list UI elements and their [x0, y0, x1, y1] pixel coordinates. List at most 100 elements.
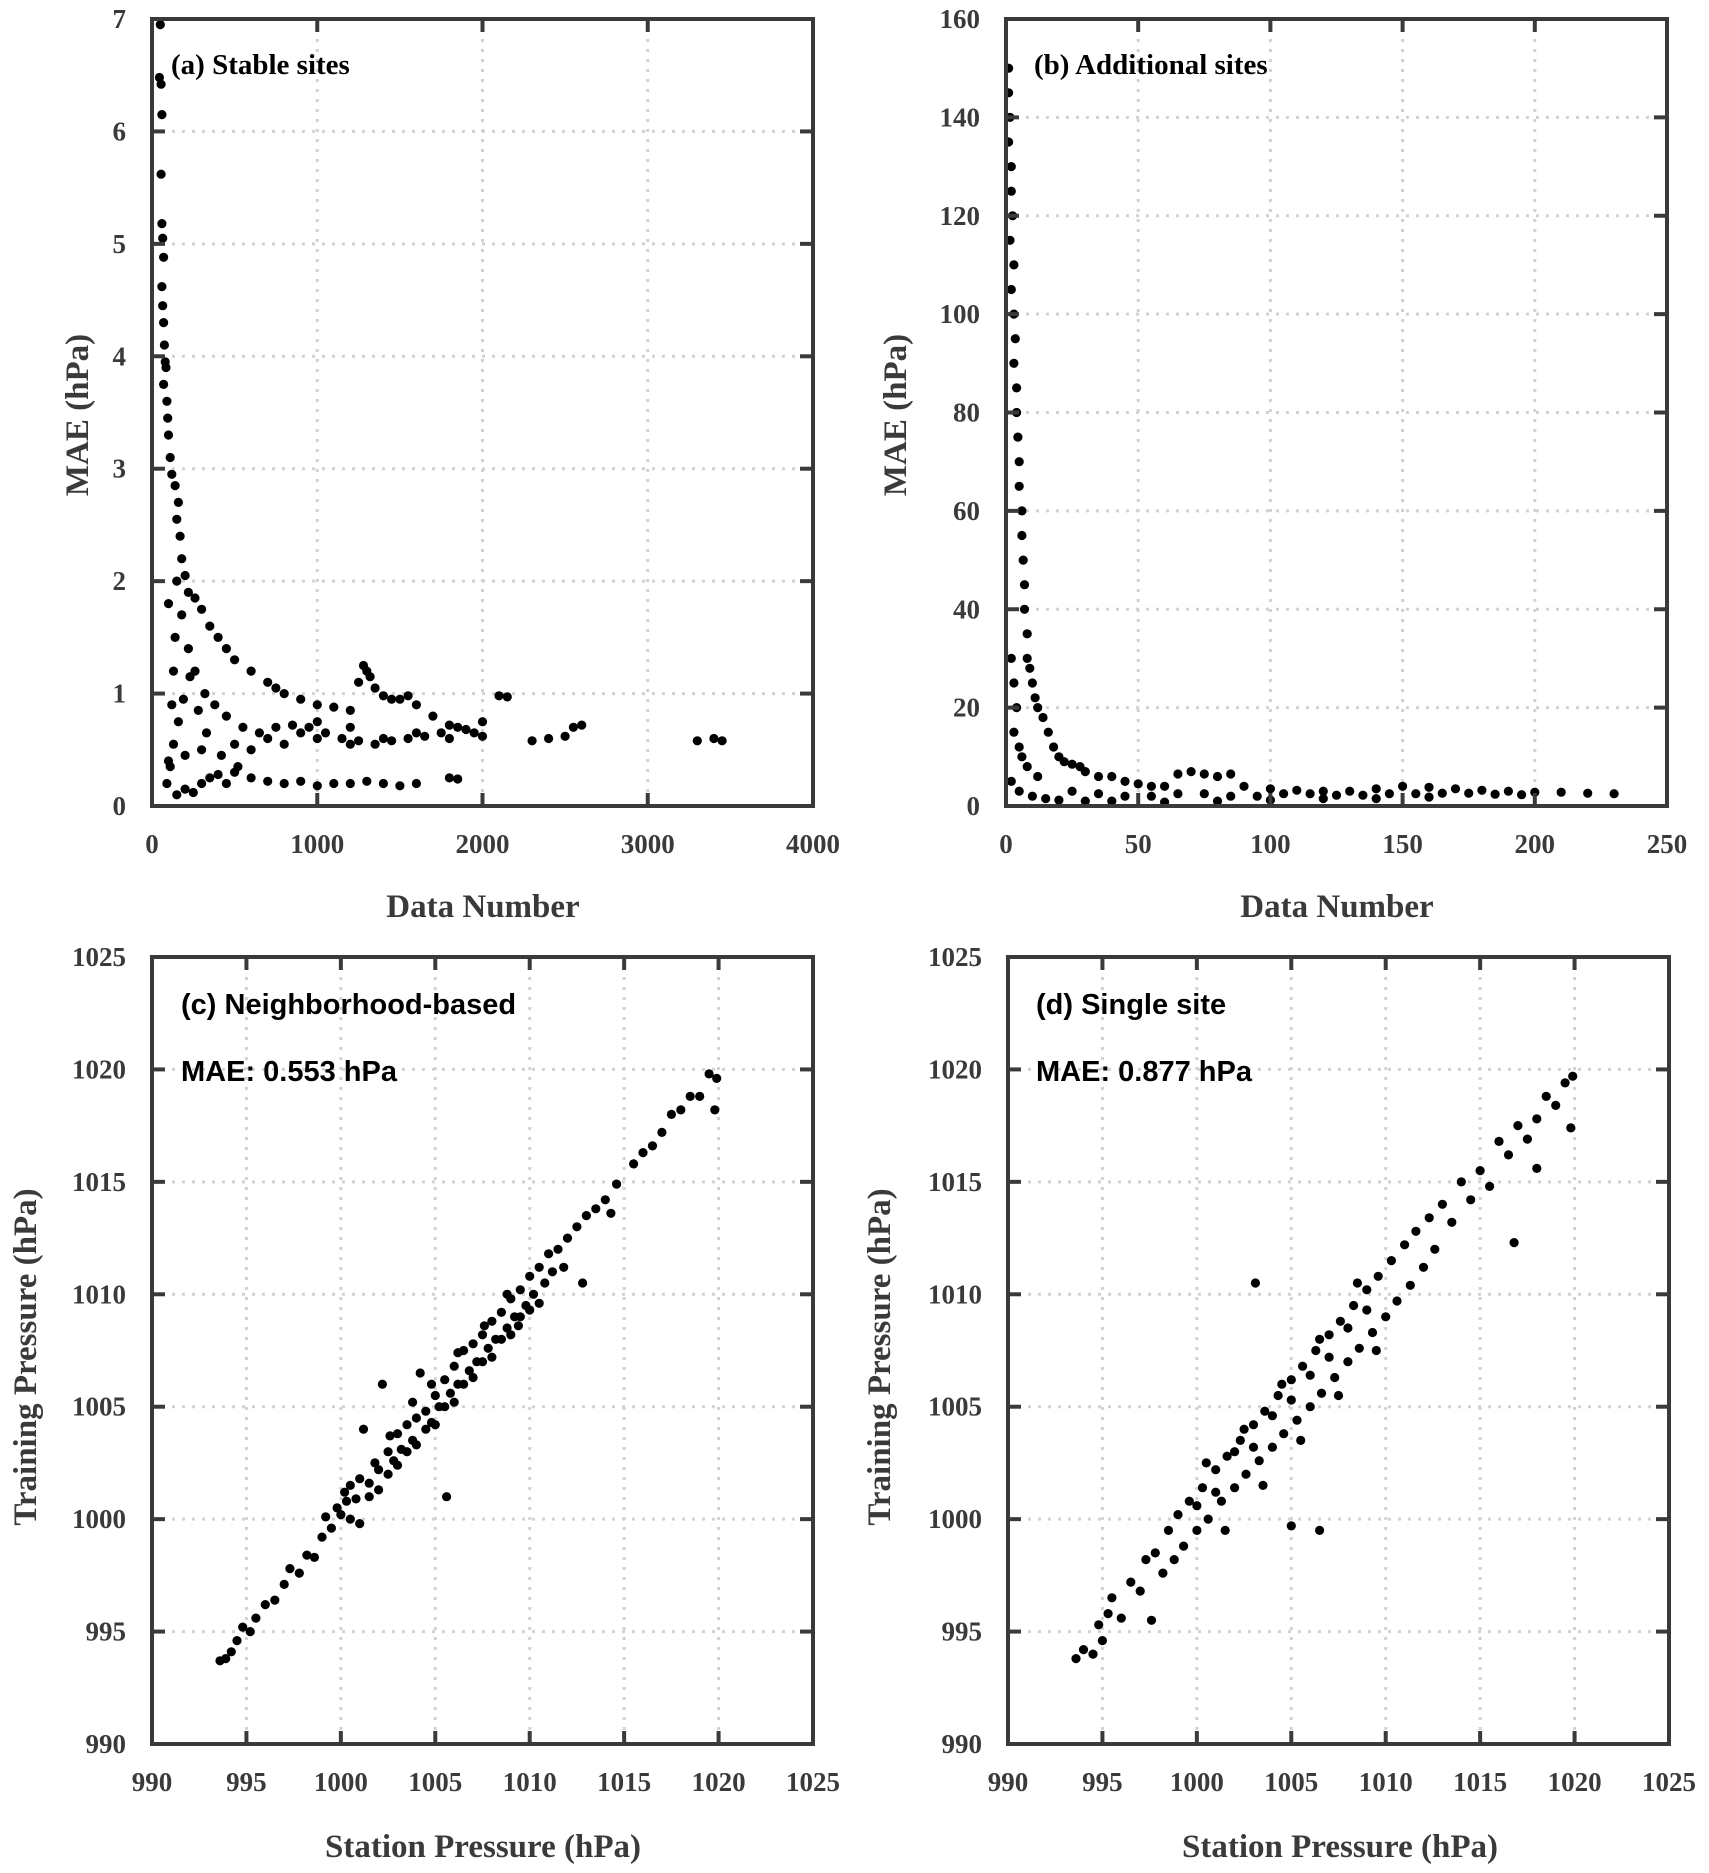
- panel-a-data-point: [172, 576, 182, 586]
- panel-a-data-point: [477, 717, 488, 727]
- panel-c-data-point: [515, 1285, 525, 1295]
- panel-a-data-point: [158, 301, 168, 311]
- panel-a-grid: [152, 19, 813, 806]
- panel-c-data-point: [572, 1222, 582, 1232]
- panel-b-grid: [1006, 19, 1667, 806]
- panel-c-x-tick-label: 995: [226, 1767, 267, 1797]
- panel-c-data-point: [449, 1361, 459, 1371]
- panel-a-data-point: [453, 774, 463, 784]
- panel-b-data-point: [1009, 678, 1019, 688]
- panel-a-data-point: [221, 711, 231, 721]
- panel-c-data-point: [245, 1627, 255, 1637]
- panel-b-data-point: [1027, 678, 1037, 688]
- panel-a-data-point: [216, 750, 226, 761]
- panel-a-data-point: [193, 705, 203, 716]
- panel-c-data-point: [459, 1379, 469, 1389]
- panel-c-data-point: [449, 1397, 459, 1407]
- panel-c-data-point: [591, 1204, 601, 1214]
- panel-c-y-tick-label: 1020: [72, 1054, 126, 1084]
- panel-a-y-tick-labels: 0 1 2 3 4 5 6 7: [113, 4, 127, 821]
- panel-c-title: (c) Neighborhood-based: [181, 989, 516, 1021]
- panel-c-data-point: [513, 1321, 524, 1331]
- panel-d-data-point: [1250, 1278, 1260, 1288]
- panel-b-y-tick-label: 160: [940, 4, 981, 34]
- panel-b-data-point: [1022, 762, 1032, 772]
- panel-a-data-point: [411, 728, 421, 738]
- panel-d-data-point: [1286, 1395, 1296, 1405]
- panel-c-data-point: [547, 1267, 558, 1277]
- panel-c-data-point: [468, 1339, 478, 1349]
- panel-c-data-point: [562, 1233, 573, 1243]
- panel-c-data-point: [221, 1654, 231, 1664]
- panel-a-data-point: [345, 705, 355, 716]
- panel-a-data-point: [263, 733, 273, 744]
- panel-c-x-tick-label: 990: [132, 1767, 173, 1797]
- panel-c-y-tick-label: 1000: [72, 1504, 126, 1534]
- panel-d-data-point: [1305, 1402, 1315, 1412]
- panel-b-data-point: [1080, 767, 1090, 777]
- panel-d-y-tick-label: 1005: [928, 1392, 982, 1422]
- panel-c-data-point: [468, 1372, 478, 1383]
- panel-b-data-point: [1345, 786, 1355, 796]
- panel-a-y-tick-label: 4: [113, 341, 127, 371]
- panel-b-data-point: [1067, 759, 1077, 769]
- panel-a-data-point: [163, 413, 173, 423]
- panel-b-data-point: [1279, 789, 1289, 799]
- panel-b-data-point: [1556, 787, 1566, 797]
- panel-a-data-point: [177, 554, 187, 564]
- panel-d-data-point: [1116, 1613, 1126, 1623]
- panel-b-y-tick-label: 120: [940, 201, 981, 231]
- panel-c-x-tick-label: 1000: [314, 1767, 368, 1797]
- panel-a-x-tick-label: 2000: [456, 829, 510, 859]
- panel-d-data-point: [1367, 1327, 1378, 1338]
- panel-c-frame: [150, 955, 815, 1746]
- panel-d-data-point: [1296, 1435, 1306, 1445]
- panel-c-data-point: [270, 1595, 280, 1605]
- panel-d-data-point: [1541, 1091, 1551, 1101]
- panel-d-y-tick-label: 990: [942, 1729, 983, 1759]
- panel-b-data-point: [1033, 703, 1043, 713]
- panel-a-data-point: [312, 717, 322, 727]
- panel-a-x-axis-label: Data Number: [386, 889, 579, 925]
- panel-c-data-point: [383, 1447, 393, 1457]
- panel-b-data-point: [1583, 788, 1593, 798]
- panel-b-data-point: [1146, 781, 1156, 791]
- panel-a-data-point: [378, 733, 388, 744]
- panel-a-data-point: [188, 787, 198, 798]
- panel-a-data-point: [165, 452, 175, 463]
- panel-a-data-point: [370, 683, 380, 693]
- panel-d-data-point: [1324, 1352, 1334, 1362]
- panel-c-data-point: [440, 1375, 450, 1385]
- panel-b-scatter-points: [1004, 63, 1619, 807]
- panel-d-data-point: [1211, 1465, 1221, 1475]
- panel-c-data-point: [351, 1494, 361, 1504]
- panel-d-data-point: [1568, 1071, 1578, 1081]
- panel-c-data-point: [260, 1600, 270, 1610]
- panel-d-data-point: [1239, 1424, 1249, 1434]
- panel-c-data-point: [479, 1321, 489, 1331]
- panel-c-axes-frame: [150, 955, 815, 1746]
- panel-c-data-point: [540, 1278, 550, 1288]
- panel-a-y-axis-label: MAE (hPa): [60, 334, 96, 496]
- panel-a-data-point: [175, 531, 185, 541]
- panel-a-data-point: [238, 722, 248, 732]
- panel-d-data-point: [1267, 1442, 1277, 1452]
- panel-a-data-point: [378, 778, 388, 789]
- panel-d-data-point: [1211, 1487, 1221, 1497]
- panel-d-data-point: [1248, 1442, 1259, 1452]
- panel-c-data-point: [364, 1492, 374, 1502]
- panel-a-data-point: [183, 587, 193, 598]
- panel-d-ticks: [1006, 955, 1671, 1746]
- panel-d-y-tick-label: 1025: [928, 942, 982, 972]
- panel-b-data-point: [1490, 789, 1500, 799]
- panel-a-y-tick-label: 1: [113, 679, 127, 709]
- panel-c-data-point: [411, 1440, 421, 1450]
- panel-a-data-point: [197, 745, 207, 755]
- panel-d-data-point: [1437, 1199, 1447, 1209]
- panel-a-data-point: [387, 736, 397, 746]
- panel-b-x-tick-label: 0: [999, 829, 1013, 859]
- panel-b-y-tick-label: 40: [953, 594, 980, 624]
- panel-a-scatter-points: [154, 20, 727, 800]
- panel-a-data-point: [444, 733, 454, 744]
- panel-d-data-point: [1456, 1177, 1466, 1187]
